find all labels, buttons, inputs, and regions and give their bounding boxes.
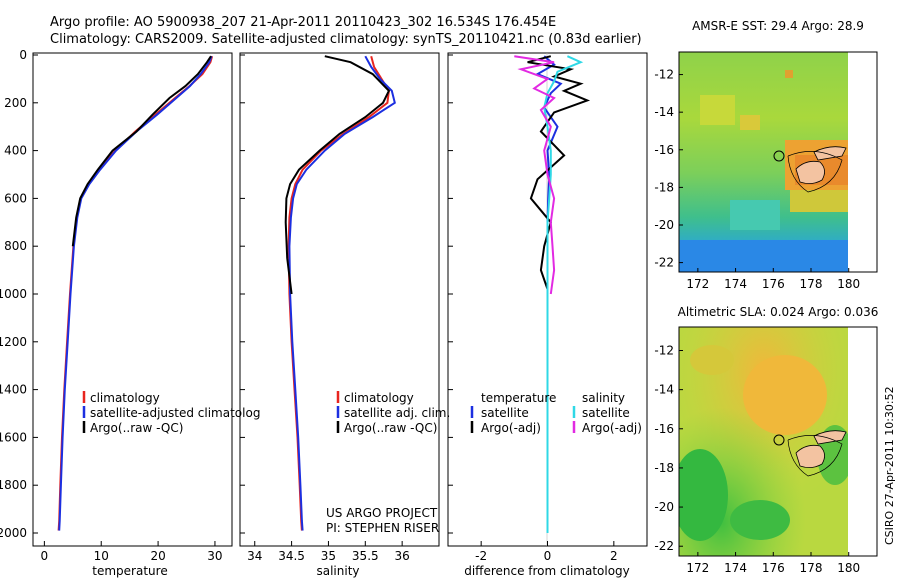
difference-legend: temperature satellite Argo(-adj) salinit…: [470, 391, 642, 435]
header-line-2: Climatology: CARS2009. Satellite-adjuste…: [50, 32, 642, 47]
legend-sal-satellite: satellite adj. clim.: [344, 406, 450, 420]
depth-tick-label: 600: [4, 191, 27, 205]
sla-lat-label: -14: [654, 383, 674, 397]
depth-tick-label: 1600: [0, 430, 27, 444]
depth-tick-label: 800: [4, 239, 27, 253]
salinity-xtick-label: 35.5: [352, 549, 379, 563]
depth-tick-label: 200: [4, 96, 27, 110]
legend-diff-temperature: temperature: [481, 391, 556, 405]
temperature-legend: climatology satellite-adjusted climatolo…: [82, 391, 260, 435]
sla-lon-label: 178: [800, 561, 823, 575]
sst-lon-label: 174: [724, 277, 747, 291]
salinity-series-argo-raw-qc-: [284, 55, 391, 295]
legend-diff-temp-argo: Argo(-adj): [481, 421, 541, 435]
header-line-1: Argo profile: AO 5900938_207 21-Apr-2011…: [50, 15, 556, 30]
sla-lon-label: 176: [762, 561, 785, 575]
depth-tick-labels: 0 200 400 600 800 1000 1200 1400 1600 1800 2000: [0, 48, 453, 540]
salinity-xtick-label: 36: [395, 549, 410, 563]
credit-pi: PI: STEPHEN RISER: [326, 521, 439, 535]
temperature-xtick-label: 0: [41, 549, 49, 563]
sst-map-ticks: 172 174 176 178 180 -12 -14 -16 -18 -20 -22: [654, 68, 860, 291]
sla-map-frame: [678, 326, 878, 557]
salinity-xtick-label: 35: [321, 549, 336, 563]
difference-series-salinity-argo-adj-: [514, 55, 556, 295]
sla-map-title: Altimetric SLA: 0.024 Argo: 0.036: [678, 305, 879, 319]
difference-xtick-label: 2: [610, 549, 618, 563]
temperature-series-argo-raw-qc-: [71, 55, 212, 247]
temperature-lines: [57, 55, 214, 531]
sla-fiji-islands: [773, 430, 847, 477]
sst-map: [679, 52, 848, 272]
sst-lat-label: -22: [654, 256, 674, 270]
sla-map-ticks: 172 174 176 178 180 -12 -14 -16 -18 -20 -22: [654, 343, 860, 575]
sst-lat-label: -16: [654, 143, 674, 157]
difference-xtick-label: -2: [475, 549, 487, 563]
sst-lon-label: 172: [686, 277, 709, 291]
x-tick-labels: 0 10 20 30 34 34.5 35 35.5 36 -2 0 2: [41, 541, 618, 563]
credit-project: US ARGO PROJECT: [326, 506, 438, 520]
salinity-xtick-label: 34.5: [278, 549, 305, 563]
sla-lat-label: -16: [654, 422, 674, 436]
legend-diff-salinity: salinity: [582, 391, 625, 405]
sst-lon-label: 178: [800, 277, 823, 291]
salinity-xtick-label: 34: [247, 549, 262, 563]
temperature-series-satellite-adjusted-climatology: [58, 55, 213, 531]
sla-lon-label: 172: [686, 561, 709, 575]
temperature-panel: [32, 52, 233, 547]
salinity-lines: [284, 55, 396, 531]
legend-satellite-adjusted: satellite-adjusted climatolog: [90, 406, 260, 420]
salinity-axis-label: salinity: [316, 564, 359, 578]
legend-argo: Argo(..raw -QC): [90, 421, 183, 435]
temperature-xtick-label: 10: [94, 549, 109, 563]
temperature-series-climatology: [57, 55, 214, 531]
sst-lat-label: -20: [654, 218, 674, 232]
sst-lon-label: 176: [762, 277, 785, 291]
sst-lat-label: -18: [654, 180, 674, 194]
timestamp-stamp: CSIRO 27-Apr-2011 10:30:52: [883, 386, 896, 545]
depth-tick-label: 1400: [0, 383, 27, 397]
legend-diff-temp-satellite: satellite: [481, 406, 529, 420]
sst-map-title: AMSR-E SST: 29.4 Argo: 28.9: [692, 19, 864, 33]
sst-lon-label: 180: [837, 277, 860, 291]
sla-lat-label: -12: [654, 343, 674, 357]
depth-tick-label: 1200: [0, 335, 27, 349]
legend-sal-argo: Argo(..raw -QC): [344, 421, 437, 435]
difference-series-temperature-argo-adj-: [527, 55, 591, 290]
sla-lat-label: -20: [654, 500, 674, 514]
depth-tick-label: 2000: [0, 526, 27, 540]
depth-tick-label: 1000: [0, 287, 27, 301]
sst-lat-label: -14: [654, 105, 674, 119]
sla-lon-label: 174: [724, 561, 747, 575]
temperature-xtick-label: 20: [150, 549, 165, 563]
difference-series-temperature-satellite: [535, 55, 563, 533]
sla-lat-label: -22: [654, 539, 674, 553]
legend-diff-sal-satellite: satellite: [582, 406, 630, 420]
legend-sal-climatology: climatology: [344, 391, 414, 405]
sla-map: [679, 327, 848, 556]
salinity-series-satellite-adj-clim-: [288, 55, 396, 531]
temperature-axis-label: temperature: [92, 564, 167, 578]
salinity-panel: [239, 52, 440, 547]
sst-fiji-islands: [773, 146, 847, 193]
sst-lat-label: -12: [654, 68, 674, 82]
difference-series-salinity-satellite: [543, 55, 584, 533]
difference-lines: [514, 55, 591, 533]
difference-axis-label: difference from climatology: [464, 564, 630, 578]
depth-tick-label: 400: [4, 144, 27, 158]
sla-lat-label: -18: [654, 461, 674, 475]
sla-lon-label: 180: [837, 561, 860, 575]
salinity-series-climatology: [287, 55, 390, 531]
depth-tick-label: 1800: [0, 478, 27, 492]
difference-xtick-label: 0: [544, 549, 552, 563]
legend-climatology: climatology: [90, 391, 160, 405]
salinity-legend: climatology satellite adj. clim. Argo(..…: [336, 391, 450, 435]
sst-map-frame: [678, 51, 878, 273]
temperature-xtick-label: 30: [207, 549, 222, 563]
legend-diff-sal-argo: Argo(-adj): [582, 421, 642, 435]
depth-tick-label: 0: [19, 48, 27, 62]
